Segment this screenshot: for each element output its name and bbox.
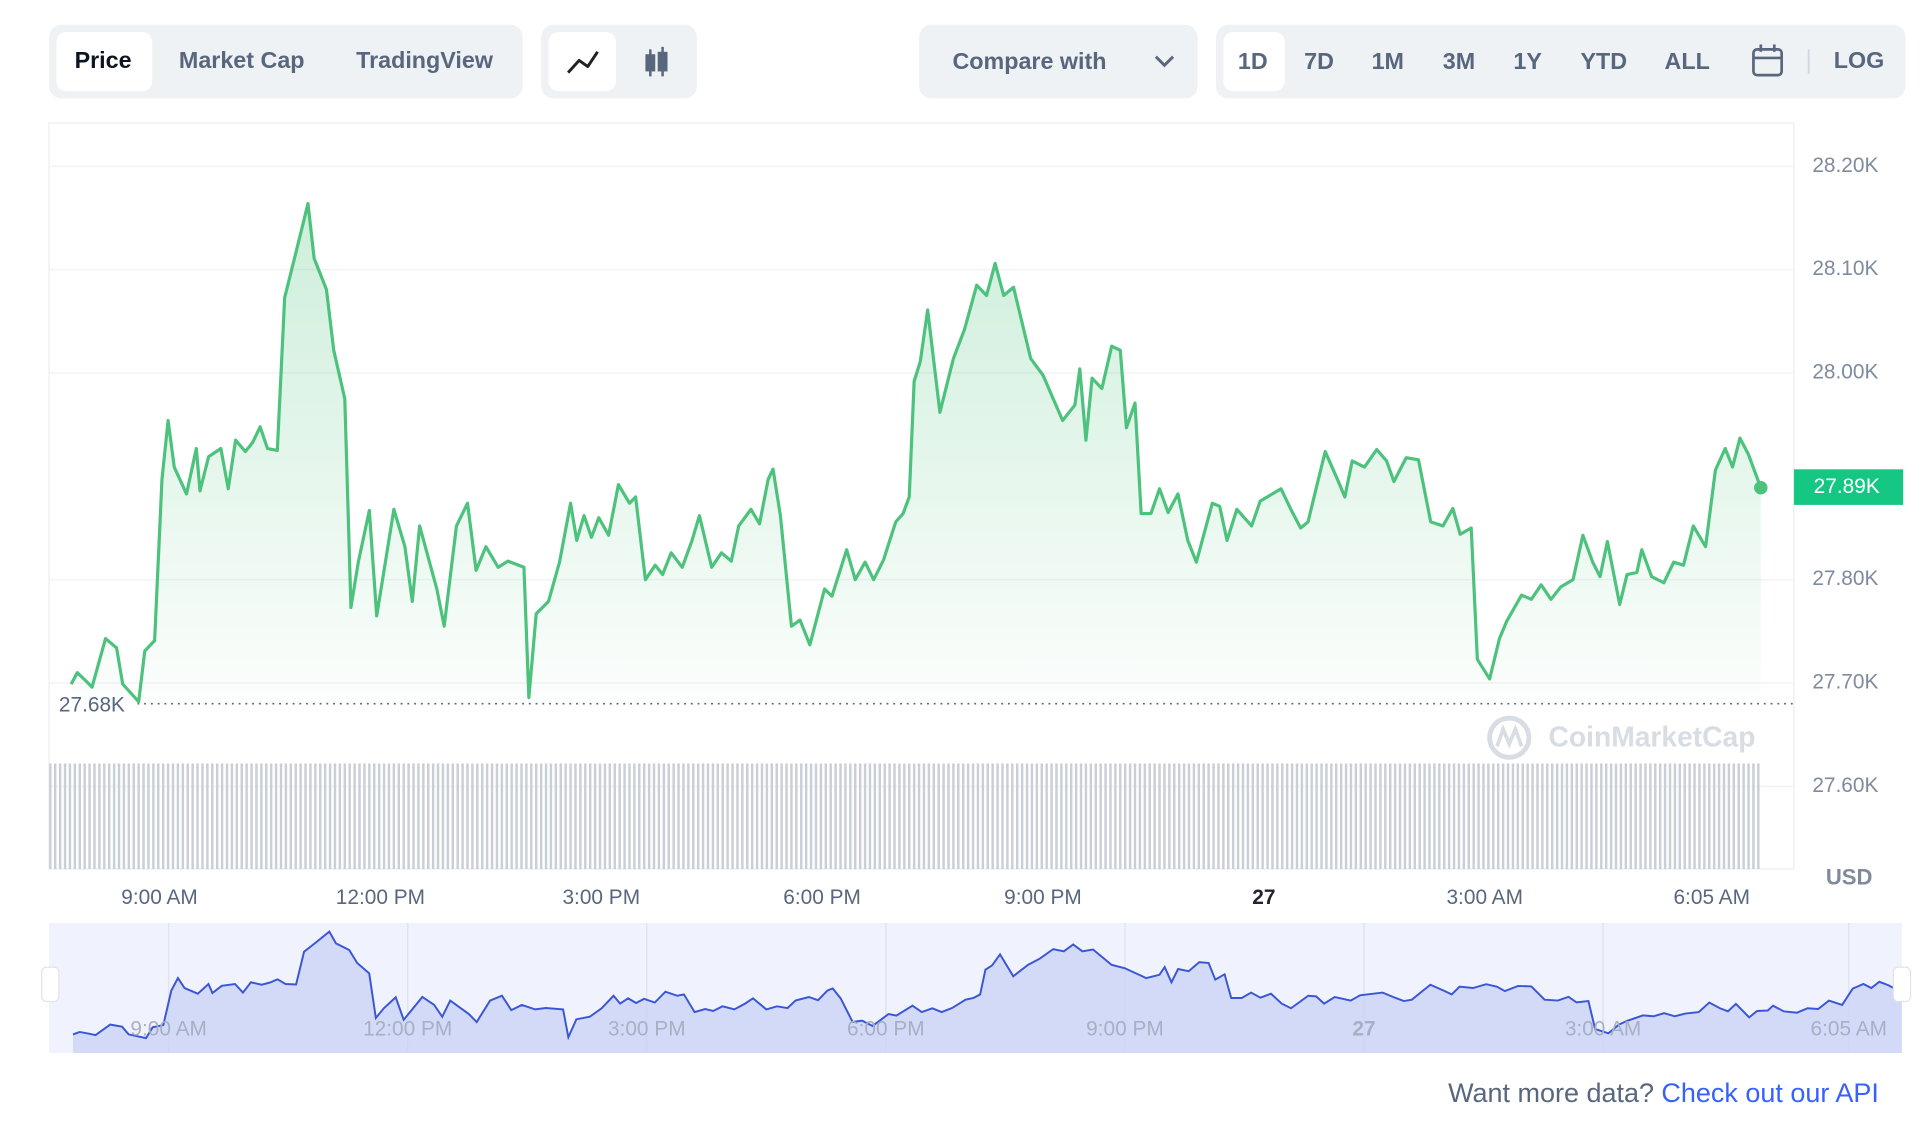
compare-label[interactable]: Compare with: [952, 48, 1106, 74]
x-tick-label: 9:00 AM: [121, 886, 197, 909]
tab[interactable]: Market Cap: [179, 47, 305, 73]
range[interactable]: 1Y: [1513, 48, 1542, 74]
y-tick-label: 27.70K: [1812, 671, 1878, 694]
range[interactable]: 1M: [1372, 48, 1404, 74]
nav-handle[interactable]: [41, 966, 60, 1003]
range[interactable]: YTD: [1580, 48, 1627, 74]
range-selected: [1223, 32, 1285, 92]
x-tick-label: 12:00 PM: [336, 886, 425, 909]
plot: 28.20K 28.10K 28.00K 27.80K 27.70K 27.60K 9:00…: [49, 154, 1904, 909]
y-tick-label: 28.20K: [1812, 154, 1878, 177]
nav-tick-label: 12:00 PM: [363, 1017, 452, 1040]
range[interactable]: 3M: [1443, 48, 1475, 74]
line-icon: [567, 50, 599, 74]
price-badge-label: 27.89K: [1814, 475, 1880, 498]
tab[interactable]: TradingView: [356, 47, 494, 73]
x-tick-label: 27: [1252, 886, 1275, 909]
compare-box[interactable]: [919, 24, 1198, 99]
nav-tick-label: 27: [1352, 1017, 1375, 1040]
watermark: CoinMarketCap: [1487, 715, 1756, 760]
nav-tick-label: 9:00 PM: [1086, 1017, 1164, 1040]
price-line: [69, 201, 1763, 704]
y-tick-label: 27.60K: [1812, 774, 1878, 797]
api-link[interactable]: Check out our API: [1661, 1078, 1879, 1108]
nav-tick-label: 3:00 PM: [608, 1017, 686, 1040]
range[interactable]: 1D: [1238, 48, 1268, 74]
price-area: [71, 203, 1761, 705]
tab-selected: [56, 32, 153, 92]
x-tick-label: 6:00 PM: [783, 886, 861, 909]
y-tick-label: 27.80K: [1812, 567, 1878, 590]
nav-handle[interactable]: [1892, 966, 1912, 1003]
low-label: 27.68K: [59, 694, 125, 717]
y-tick-label: 28.10K: [1812, 257, 1878, 280]
footer-prompt: Want more data?: [1448, 1078, 1654, 1108]
x-tick-label: 6:05 AM: [1673, 886, 1749, 909]
ranges: 1D 7D 1M 3M 1Y YTD ALL LOG: [1215, 24, 1906, 99]
calendar-icon[interactable]: [1752, 44, 1784, 77]
tab-group: [49, 24, 523, 99]
navigator-plot: 9:00 AM 12:00 PM 3:00 PM 6:00 PM 9:00 PM 27 3:…: [72, 923, 1902, 1054]
range[interactable]: ALL: [1665, 48, 1710, 74]
currency-label: USD: [1826, 865, 1873, 890]
candle-icon[interactable]: [645, 46, 668, 77]
tab[interactable]: Price: [75, 47, 132, 73]
nav-area: [72, 931, 1902, 1054]
view-tabs: Price Market Cap TradingView: [49, 24, 523, 99]
nav-tick-label: 6:00 PM: [847, 1017, 925, 1040]
compare[interactable]: Compare with: [919, 24, 1198, 99]
x-tick-label: 3:00 PM: [562, 886, 640, 909]
nav-tick-label: 6:05 AM: [1811, 1017, 1887, 1040]
log-toggle[interactable]: LOG: [1834, 47, 1884, 73]
nav-tick-label: 3:00 AM: [1565, 1017, 1641, 1040]
chart-style: [541, 24, 697, 99]
range[interactable]: 7D: [1304, 48, 1334, 74]
y-tick-label: 28.00K: [1812, 361, 1878, 384]
volume-bars: [49, 763, 1763, 870]
x-tick-label: 9:00 PM: [1004, 886, 1082, 909]
price-badge: [1793, 469, 1904, 505]
watermark-text: CoinMarketCap: [1549, 720, 1756, 752]
nav-tick-label: 9:00 AM: [130, 1017, 206, 1040]
range-group: [1215, 24, 1906, 99]
last-point: [1754, 480, 1768, 495]
nav-line: [72, 930, 1902, 1041]
x-tick-label: 3:00 AM: [1446, 886, 1522, 909]
chevron: [1154, 55, 1175, 68]
